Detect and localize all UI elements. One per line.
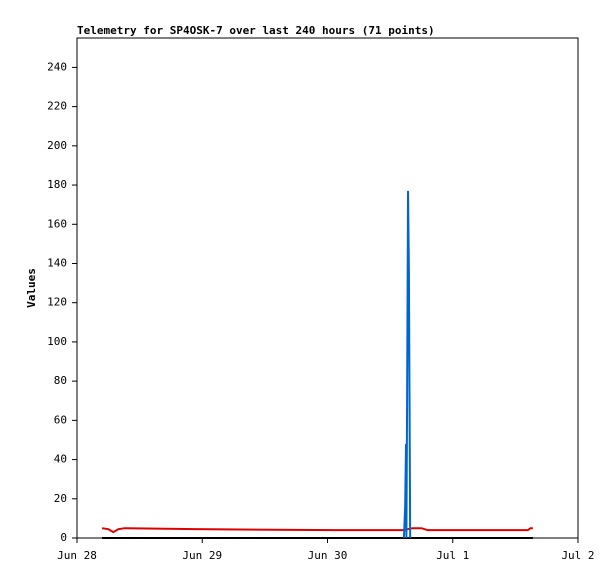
y-tick-label: 80 bbox=[54, 374, 67, 387]
y-tick-label: 20 bbox=[54, 492, 67, 505]
x-tick-label: Jun 28 bbox=[57, 549, 97, 562]
series-line bbox=[101, 527, 533, 534]
y-axis-label: Values bbox=[25, 268, 38, 308]
x-tick-label: Jul 1 bbox=[436, 549, 469, 562]
y-tick-label: 220 bbox=[47, 100, 67, 113]
x-tick-label: Jun 30 bbox=[308, 549, 348, 562]
y-tick-label: 40 bbox=[54, 453, 67, 466]
y-tick-label: 140 bbox=[47, 256, 67, 269]
x-tick-label: Jul 2 bbox=[561, 549, 594, 562]
series-line bbox=[402, 190, 412, 539]
y-tick-label: 0 bbox=[60, 531, 67, 544]
chart-title: Telemetry for SP4OSK-7 over last 240 hou… bbox=[77, 24, 435, 37]
plot-frame bbox=[76, 37, 579, 539]
x-tick-label: Jun 29 bbox=[182, 549, 222, 562]
y-tick-label: 180 bbox=[47, 178, 67, 191]
y-tick-label: 160 bbox=[47, 217, 67, 230]
y-tick-label: 120 bbox=[47, 296, 67, 309]
y-tick-label: 100 bbox=[47, 335, 67, 348]
y-tick-label: 60 bbox=[54, 413, 67, 426]
y-tick-label: 200 bbox=[47, 139, 67, 152]
y-tick-label: 240 bbox=[47, 60, 67, 73]
